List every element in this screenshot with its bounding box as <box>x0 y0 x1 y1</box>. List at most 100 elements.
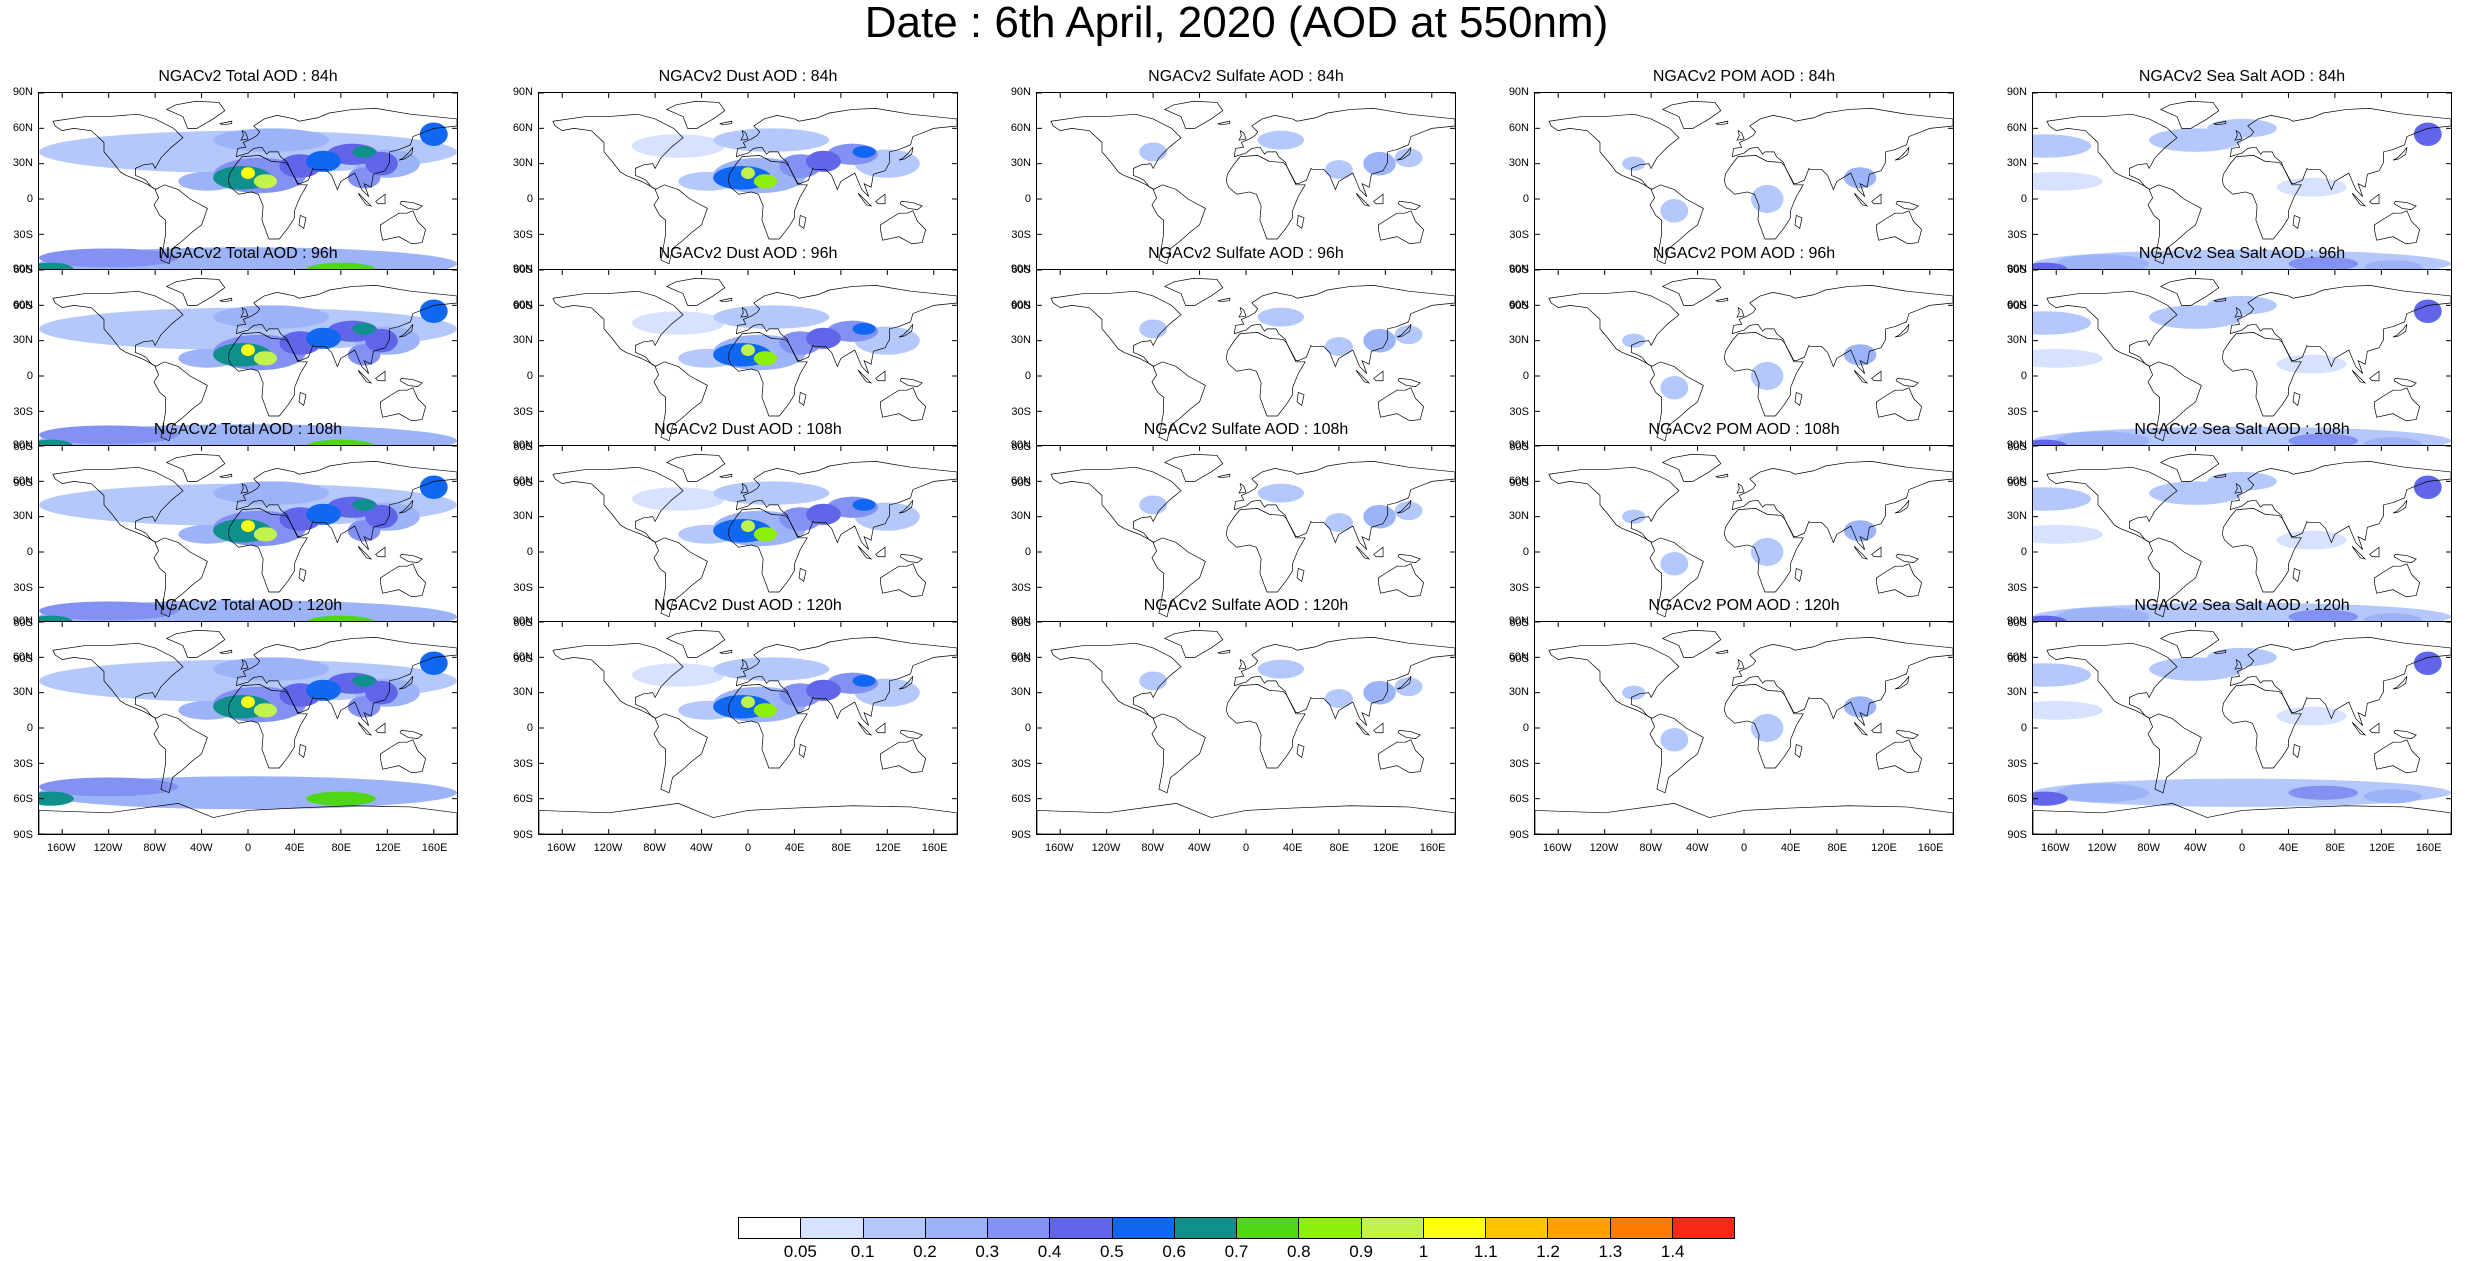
coastline <box>1649 184 1704 265</box>
aod-contour <box>852 323 876 335</box>
coastline <box>357 192 373 207</box>
lat-tick-label: 30S <box>2007 757 2027 770</box>
coastline <box>298 214 307 230</box>
colorbar-box <box>1112 1218 1175 1238</box>
lat-tick-label: 90S <box>13 300 33 312</box>
lon-tick-label: 120E <box>1373 842 1399 854</box>
lat-tick-label: 90N <box>512 615 533 627</box>
coastline <box>399 378 423 387</box>
lat-tick-label: 60S <box>513 264 533 277</box>
lat-tick-label: 90S <box>1011 829 1031 841</box>
colorbar-label: 1.4 <box>1660 1242 1685 1261</box>
aod-contour <box>306 679 341 701</box>
lat-tick-label: 30S <box>1509 581 1529 594</box>
lat-tick-label: 30S <box>513 405 533 418</box>
lon-tick-label: 160E <box>1419 842 1446 854</box>
coastline <box>1397 730 1421 739</box>
coastline <box>227 332 308 417</box>
aod-contour <box>1660 728 1689 752</box>
lat-tick-label: 60N <box>1010 474 1031 487</box>
coastline <box>2234 658 2243 670</box>
aod-contour <box>1750 361 1784 391</box>
coastline <box>2147 184 2202 265</box>
panel-title: NGACv2 Sea Salt AOD : 84h <box>2138 68 2346 85</box>
lon-tick-label: 120W <box>1091 842 1121 854</box>
lat-tick-label: 30N <box>2006 157 2027 170</box>
aod-contour <box>2413 651 2442 675</box>
aod-contour <box>1139 671 1168 691</box>
lon-tick-label: 120W <box>1589 842 1619 854</box>
aod-field <box>539 622 957 834</box>
colorbar-box <box>801 1218 864 1238</box>
aod-contour <box>2033 778 2451 807</box>
lat-tick-label: 30N <box>1508 510 1529 523</box>
lat-tick-label: 90N <box>1508 86 1529 98</box>
aod-contour <box>2276 530 2347 550</box>
lat-tick-label: 30N <box>2006 686 2027 699</box>
aod-contour <box>1622 685 1646 700</box>
coastline <box>1731 108 1953 197</box>
lat-tick-label: 0 <box>2020 370 2027 382</box>
lat-tick-label: 90N <box>1508 263 1529 275</box>
coastline <box>2351 369 2367 384</box>
coastline <box>1163 629 1224 658</box>
lat-tick-label: 30S <box>13 757 33 770</box>
coastline <box>2229 108 2451 197</box>
coastline <box>1794 391 1803 407</box>
aod-contour <box>1622 333 1646 348</box>
coastline <box>1396 323 1412 338</box>
coastline <box>1649 713 1704 794</box>
coastline <box>880 563 927 598</box>
coastline <box>1378 563 1425 598</box>
coastline <box>165 453 226 482</box>
lon-tick-label: 40E <box>784 842 805 854</box>
coastline <box>1731 461 1953 550</box>
lat-tick-label: 30N <box>12 510 33 523</box>
panel-title: NGACv2 Sea Salt AOD : 108h <box>2134 421 2350 438</box>
lat-tick-label: 0 <box>2020 193 2027 205</box>
aod-contour <box>2413 299 2442 323</box>
lat-tick-label: 60N <box>1010 298 1031 311</box>
coastline <box>2374 563 2421 598</box>
aod-contour <box>39 425 179 445</box>
aod-contour <box>2363 789 2422 804</box>
coastline <box>2147 361 2202 442</box>
coastline <box>740 306 749 318</box>
coastline <box>2374 739 2421 774</box>
coastline <box>719 649 733 655</box>
coastline <box>1723 332 1804 417</box>
lat-tick-label: 30S <box>513 757 533 770</box>
colorbar-label: 0.1 <box>850 1242 875 1261</box>
coastline <box>1853 721 1869 736</box>
coastline <box>2393 730 2417 739</box>
aod-contour <box>2056 254 2150 274</box>
coastline <box>153 361 208 442</box>
coastline <box>375 546 386 558</box>
coastline <box>219 473 233 479</box>
lat-tick-label: 60S <box>13 793 33 806</box>
coastline <box>735 285 957 374</box>
coastline <box>653 537 708 618</box>
aod-contour <box>806 503 841 525</box>
coastline <box>1163 100 1224 129</box>
colorbar <box>738 1217 1735 1239</box>
coastline <box>375 370 386 382</box>
coastline <box>2221 684 2302 769</box>
aod-contour <box>2033 348 2103 368</box>
lat-tick-label: 60N <box>1508 474 1529 487</box>
panel-title: NGACv2 Total AOD : 108h <box>153 421 343 438</box>
coastline <box>1355 721 1371 736</box>
lat-tick-label: 0 <box>2020 546 2027 558</box>
colorbar-box <box>1610 1218 1673 1238</box>
coastline <box>735 461 957 550</box>
coastline <box>2374 210 2421 245</box>
aod-contour <box>306 503 341 525</box>
coastline <box>1373 546 1384 558</box>
aod-contour <box>852 499 876 511</box>
coastline <box>2046 290 2178 367</box>
aod-contour <box>2033 524 2103 544</box>
lat-tick-label: 90S <box>513 300 533 312</box>
coastline <box>298 567 307 583</box>
colorbar-box <box>1050 1218 1113 1238</box>
aod-contour <box>713 305 830 329</box>
